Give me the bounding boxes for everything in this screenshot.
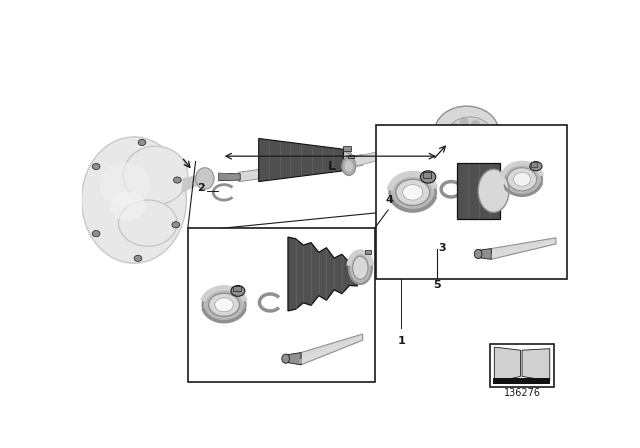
Ellipse shape [460, 118, 469, 125]
Polygon shape [219, 177, 228, 178]
Ellipse shape [483, 174, 504, 208]
Ellipse shape [449, 132, 458, 140]
Polygon shape [182, 174, 205, 192]
Ellipse shape [349, 252, 372, 284]
Polygon shape [259, 138, 344, 181]
Ellipse shape [123, 146, 188, 205]
Bar [490, 344, 554, 387]
Ellipse shape [435, 106, 499, 159]
Polygon shape [300, 337, 361, 364]
Polygon shape [301, 334, 363, 365]
Ellipse shape [420, 171, 436, 183]
Bar [531, 162, 538, 167]
Ellipse shape [202, 288, 246, 322]
Bar [422, 172, 431, 178]
Ellipse shape [337, 149, 353, 171]
Polygon shape [497, 130, 522, 131]
Ellipse shape [530, 162, 542, 171]
Polygon shape [288, 237, 357, 311]
Ellipse shape [513, 172, 531, 186]
Text: 1: 1 [397, 336, 405, 346]
Ellipse shape [134, 255, 142, 262]
Bar [234, 286, 241, 291]
Polygon shape [219, 176, 228, 177]
Polygon shape [287, 353, 301, 365]
Ellipse shape [476, 129, 485, 136]
Ellipse shape [469, 138, 478, 146]
Polygon shape [497, 132, 522, 133]
Ellipse shape [118, 200, 177, 246]
Ellipse shape [342, 157, 356, 176]
Ellipse shape [390, 174, 436, 211]
Ellipse shape [508, 168, 537, 191]
Polygon shape [497, 131, 522, 132]
Ellipse shape [447, 117, 493, 154]
Polygon shape [219, 173, 240, 181]
Ellipse shape [138, 139, 146, 146]
Ellipse shape [396, 179, 429, 206]
Polygon shape [219, 174, 228, 176]
Polygon shape [492, 241, 553, 258]
Ellipse shape [92, 164, 100, 170]
Ellipse shape [282, 354, 289, 363]
Polygon shape [492, 238, 556, 259]
Polygon shape [497, 129, 522, 136]
Ellipse shape [436, 228, 447, 234]
Polygon shape [494, 347, 520, 383]
Ellipse shape [433, 225, 451, 237]
Ellipse shape [172, 222, 180, 228]
Ellipse shape [81, 137, 186, 263]
Polygon shape [239, 155, 363, 181]
Bar [376, 125, 566, 280]
Bar [188, 228, 375, 382]
Ellipse shape [196, 168, 214, 189]
Ellipse shape [471, 120, 480, 128]
Bar [493, 378, 550, 384]
Ellipse shape [215, 298, 234, 312]
Polygon shape [349, 135, 445, 168]
Ellipse shape [502, 163, 542, 195]
Ellipse shape [340, 152, 350, 168]
Polygon shape [522, 349, 550, 381]
Ellipse shape [474, 250, 482, 258]
Ellipse shape [173, 177, 181, 183]
Ellipse shape [457, 138, 467, 146]
Bar [348, 155, 354, 159]
Ellipse shape [111, 192, 145, 220]
Ellipse shape [353, 256, 368, 280]
Ellipse shape [478, 169, 509, 212]
Bar [365, 250, 371, 254]
Ellipse shape [231, 285, 245, 296]
Text: 5: 5 [433, 280, 441, 290]
Ellipse shape [403, 185, 422, 200]
Text: L: L [328, 159, 336, 172]
Ellipse shape [209, 293, 239, 316]
Ellipse shape [344, 160, 353, 172]
Bar [344, 146, 351, 151]
Polygon shape [219, 173, 228, 174]
Polygon shape [497, 129, 522, 130]
Polygon shape [219, 178, 228, 179]
Polygon shape [497, 133, 522, 134]
Ellipse shape [100, 163, 149, 206]
Polygon shape [497, 134, 522, 135]
Polygon shape [458, 163, 500, 219]
Text: 136276: 136276 [504, 388, 541, 398]
Polygon shape [219, 179, 228, 180]
Text: 2: 2 [197, 183, 205, 193]
Text: 3: 3 [438, 243, 446, 253]
Polygon shape [480, 249, 492, 259]
Ellipse shape [92, 231, 100, 237]
Text: 4: 4 [386, 195, 394, 205]
Ellipse shape [450, 123, 460, 131]
